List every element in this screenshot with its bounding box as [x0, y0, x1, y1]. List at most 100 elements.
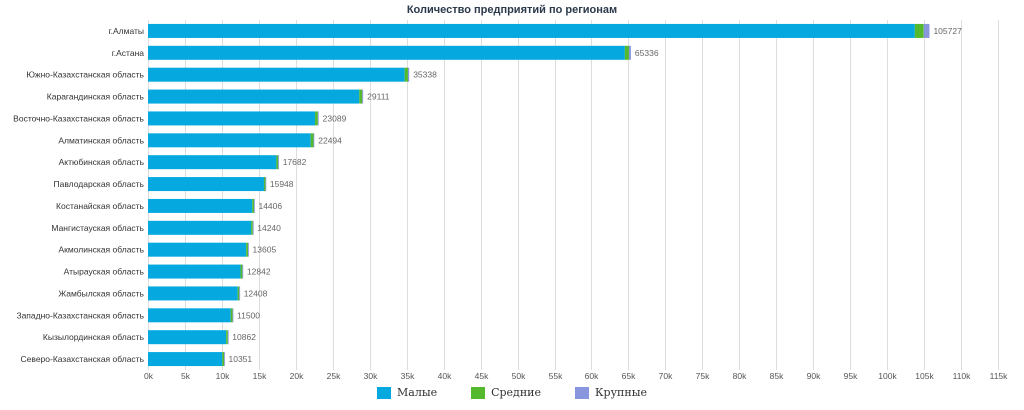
bar-segment-large [252, 220, 254, 235]
bar-total-label: 17682 [283, 157, 307, 167]
bar-segment-medium [230, 308, 233, 323]
legend-item-large[interactable]: Крупные [575, 386, 647, 399]
x-tick-label: 35k [401, 371, 415, 381]
bar-segment-large [227, 330, 229, 345]
legend-item-small[interactable]: Малые [377, 386, 437, 399]
bar-segment-large [407, 67, 410, 82]
category-label: Жамбылская область [58, 288, 144, 298]
bar-total-label: 22494 [318, 135, 342, 145]
category-label: Восточно-Казахстанская область [13, 113, 144, 123]
bar-segment-large [265, 177, 267, 192]
bar-total-label: 15948 [270, 179, 294, 189]
bar-segment-medium [310, 133, 314, 148]
bar-total-label: 14406 [258, 201, 282, 211]
bar-segment-large [242, 264, 244, 279]
category-label: Алматинская область [58, 135, 144, 145]
category-label: Кызылординская область [43, 332, 145, 342]
category-label: Западно-Казахстанская область [16, 310, 144, 320]
bar-segment-small [148, 330, 227, 345]
bar-segment-small [148, 23, 915, 38]
bar-segment-small [148, 89, 360, 104]
x-tick-label: 10k [216, 371, 230, 381]
bar-segment-medium [404, 67, 408, 82]
x-tick-label: 45k [475, 371, 489, 381]
x-tick-label: 90k [807, 371, 821, 381]
x-tick-label: 115k [990, 371, 1009, 381]
bar-total-label: 105727 [933, 26, 962, 36]
bar-segment-small [148, 45, 625, 60]
bar-segment-small [148, 220, 252, 235]
x-tick-label: 0k [144, 371, 154, 381]
bar-segment-medium [246, 242, 249, 257]
bar-segment-small [148, 133, 311, 148]
bar-segment-large [628, 45, 631, 60]
legend-swatch-medium [471, 386, 486, 399]
bar-chart: 0k 5k 10k 15k 20k 25k 30k 35k 40k 45k 50k 55k 60k 65k… [13, 20, 1009, 381]
legend-swatch-small [377, 386, 392, 399]
bar-segment-medium [624, 45, 629, 60]
legend-label-large: Крупные [595, 386, 647, 399]
bar-total-label: 14240 [257, 223, 281, 233]
category-label: Мангистауская область [51, 223, 144, 233]
bar-segment-large [317, 111, 319, 126]
legend-label-small: Малые [397, 386, 438, 399]
bar-segment-small [148, 67, 405, 82]
bar-segment-medium [252, 198, 254, 213]
bar-segment-large [278, 155, 280, 170]
x-tick-label: 25k [327, 371, 341, 381]
bar-total-label: 13605 [253, 245, 277, 255]
bar-segment-large [232, 308, 234, 323]
x-tick-label: 60k [585, 371, 599, 381]
category-label: г.Астана [112, 48, 145, 58]
bar-segment-small [148, 111, 316, 126]
bar-total-label: 11500 [237, 310, 260, 320]
bar-total-label: 35338 [413, 70, 437, 80]
chart-title: Количество предприятий по регионам [406, 4, 618, 16]
x-tick-label: 85k [770, 371, 784, 381]
category-label: Атырауская область [64, 267, 145, 277]
x-tick-label: 15k [253, 371, 267, 381]
legend: Малые Средние Крупные [0, 386, 1024, 399]
bar-segment-medium [226, 330, 228, 345]
category-label: Северо-Казахстанская область [21, 354, 145, 364]
category-label: Костанайская область [56, 201, 145, 211]
x-tick-label: 100k [878, 371, 897, 381]
category-label: г.Алматы [109, 26, 144, 36]
legend-label-medium: Средние [491, 386, 542, 399]
bar-segment-large [923, 23, 930, 38]
bar-segment-small [148, 155, 277, 170]
bar-segment-medium [240, 264, 243, 279]
x-tick-label: 95k [844, 371, 858, 381]
bar-total-label: 29111 [367, 92, 390, 102]
x-tick-label: 65k [622, 371, 636, 381]
bar-segment-large [248, 242, 249, 257]
bar-segment-medium [222, 352, 225, 367]
category-label: Павлодарская область [54, 179, 145, 189]
x-tick-label: 50k [512, 371, 526, 381]
category-label: Акмолинская область [59, 245, 145, 255]
bar-segment-medium [359, 89, 363, 104]
bar-segment-medium [237, 286, 240, 301]
bar-segment-large [224, 352, 225, 367]
category-label: Актюбинская область [59, 157, 145, 167]
x-tick-label: 5k [181, 371, 191, 381]
bar-total-label: 23089 [323, 113, 347, 123]
bar-segment-small [148, 264, 241, 279]
bar-total-label: 65336 [635, 48, 659, 58]
bar-segment-medium [315, 111, 318, 126]
legend-swatch-large [575, 386, 590, 399]
x-tick-label: 40k [438, 371, 452, 381]
x-tick-label: 75k [696, 371, 710, 381]
bar-total-label: 10351 [229, 354, 253, 364]
bar-segment-large [362, 89, 364, 104]
bar-segment-large [253, 198, 255, 213]
x-tick-label: 105k [915, 371, 934, 381]
legend-item-medium[interactable]: Средние [471, 386, 541, 399]
category-label: Карагандинская область [47, 92, 145, 102]
bar-segment-small [148, 242, 247, 257]
bar-segment-small [148, 177, 264, 192]
bar-segment-medium [276, 155, 279, 170]
bar-segment-large [313, 133, 315, 148]
bar-segment-medium [914, 23, 924, 38]
bar-total-label: 12842 [247, 267, 271, 277]
